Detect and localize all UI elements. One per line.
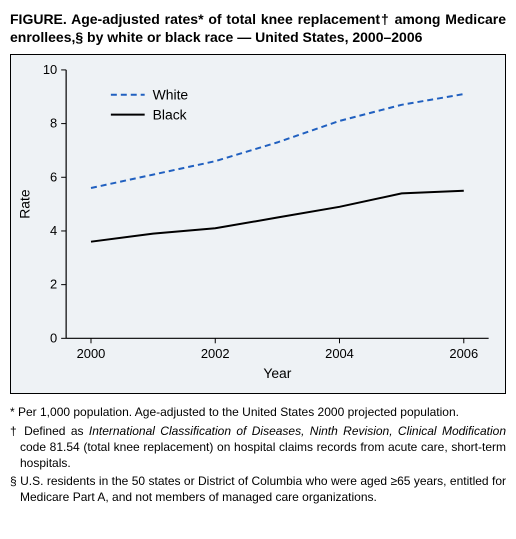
line-chart: 0 2 4 6 8 10 2000 2002 2004 2006 Year Rate White Blac… [11,55,505,393]
svg-text:8: 8 [50,116,57,131]
footnote-1: * Per 1,000 population. Age-adjusted to … [10,404,506,420]
svg-text:2000: 2000 [77,347,106,362]
svg-text:0: 0 [50,331,57,346]
svg-text:White: White [153,87,189,103]
svg-text:2004: 2004 [325,347,354,362]
svg-text:Rate: Rate [16,190,32,220]
footnote-2: † Defined as International Classificatio… [10,423,506,472]
footnote-3: § U.S. residents in the 50 states or Dis… [10,473,506,505]
svg-text:2006: 2006 [449,347,478,362]
footnotes: * Per 1,000 population. Age-adjusted to … [10,404,506,505]
svg-text:2002: 2002 [201,347,230,362]
svg-text:Year: Year [263,365,291,381]
figure-title: FIGURE. Age-adjusted rates* of total kne… [10,10,506,46]
svg-text:10: 10 [43,62,57,77]
svg-text:2: 2 [50,277,57,292]
svg-text:4: 4 [50,223,57,238]
chart-container: 0 2 4 6 8 10 2000 2002 2004 2006 Year Rate White Blac… [10,54,506,394]
svg-text:Black: Black [153,107,187,123]
svg-text:6: 6 [50,170,57,185]
